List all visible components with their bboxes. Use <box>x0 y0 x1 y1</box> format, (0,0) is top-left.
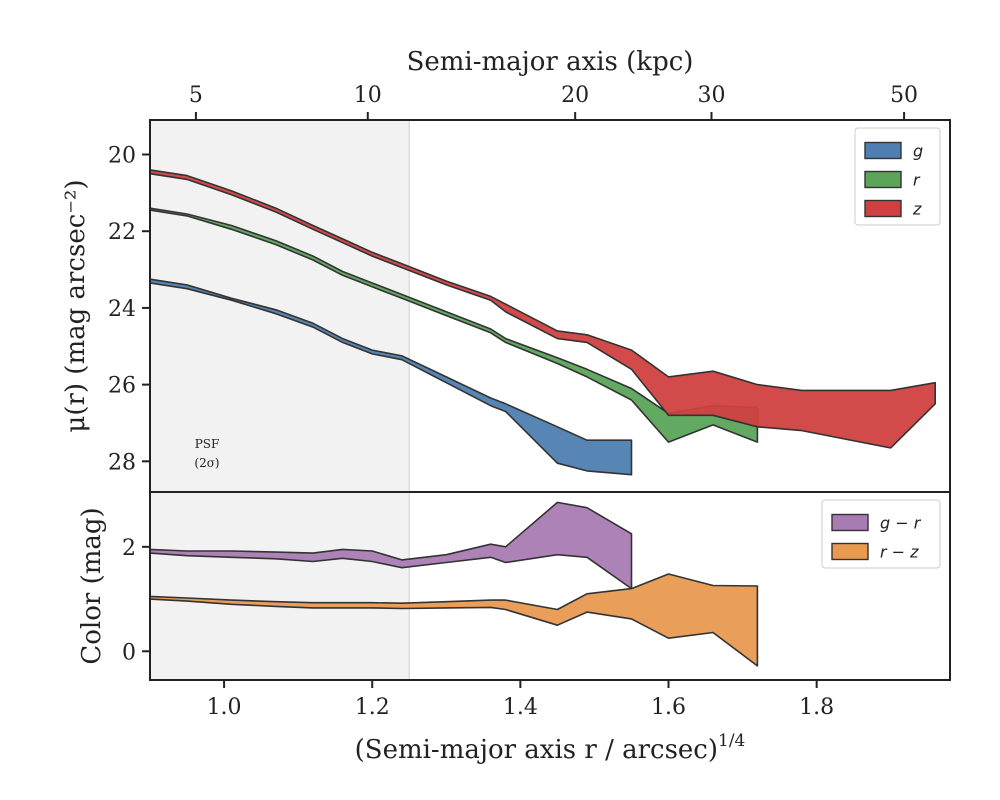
top-legend-label-z: z <box>912 200 922 219</box>
top-legend-swatch-z <box>864 199 902 218</box>
top-x-tick-label: 30 <box>697 83 725 108</box>
top-x-tick-label: 50 <box>890 83 918 108</box>
bottom-legend-swatch-g-r <box>831 513 869 532</box>
color-panel: 02 1.0 1.2 1.4 1.6 1.8 (Semi-major axis r / … <box>77 491 951 765</box>
top-x-tick-label: 5 <box>189 83 203 108</box>
surface-brightness-series <box>149 169 937 476</box>
psf-region-bottom <box>150 492 410 680</box>
top-legend-label-g: g <box>913 142 923 161</box>
bottom-y-axis-label: Color (mag) <box>77 507 107 664</box>
psf-label-line2: (2σ) <box>194 456 219 470</box>
top-y-tick-label: 20 <box>108 144 136 169</box>
bottom-panel-frame <box>149 491 951 681</box>
bottom-legend-swatch-r-z <box>831 542 869 561</box>
top-x-ticks: 51020305075 <box>189 83 918 120</box>
x-axis-label: (Semi-major axis r / arcsec)1/4 <box>355 731 746 765</box>
top-band-g <box>149 278 633 476</box>
top-legend-label-r: r <box>913 171 921 190</box>
color-series <box>149 501 759 667</box>
x-tick-label: 1.8 <box>799 695 834 720</box>
bottom-x-ticks: 1.0 1.2 1.4 1.6 1.8 <box>207 680 834 720</box>
bottom-y-tick-label: 0 <box>122 640 136 665</box>
bottom-y-tick-label: 2 <box>122 536 136 561</box>
top-y-ticks: 20 22 24 26 28 <box>108 144 150 475</box>
x-tick-label: 1.2 <box>355 695 390 720</box>
x-tick-label: 1.4 <box>503 695 538 720</box>
top-x-tick-label: 10 <box>354 83 382 108</box>
bottom-legend: g − r r − z <box>821 499 941 569</box>
top-y-tick-label: 24 <box>108 297 136 322</box>
top-legend-swatch-r <box>864 170 902 189</box>
x-tick-label: 1.6 <box>651 695 686 720</box>
top-y-tick-label: 22 <box>108 220 136 245</box>
bottom-band-r-z <box>149 573 759 667</box>
bottom-legend-label-g-r: g − r <box>880 514 922 533</box>
x-axis-label-base: (Semi-major axis r / arcsec) <box>355 735 718 765</box>
top-legend: grz <box>854 127 941 226</box>
x-axis-label-exponent: 1/4 <box>718 731 745 751</box>
bottom-legend-label-r-z: r − z <box>880 543 919 562</box>
x-tick-label: 1.0 <box>207 695 242 720</box>
top-band-z <box>149 169 937 449</box>
top-y-tick-label: 28 <box>108 450 136 475</box>
top-y-axis-label: μ(r) (mag arcsec⁻²) <box>61 179 91 432</box>
psf-label-line1: PSF <box>195 437 220 451</box>
top-legend-swatch-g <box>864 141 902 160</box>
bottom-y-ticks: 02 <box>122 536 150 665</box>
top-band-r <box>149 207 759 443</box>
top-y-tick-label: 26 <box>108 374 136 399</box>
top-x-tick-label: 20 <box>561 83 589 108</box>
top-axis-label: Semi-major axis (kpc) <box>407 47 694 77</box>
